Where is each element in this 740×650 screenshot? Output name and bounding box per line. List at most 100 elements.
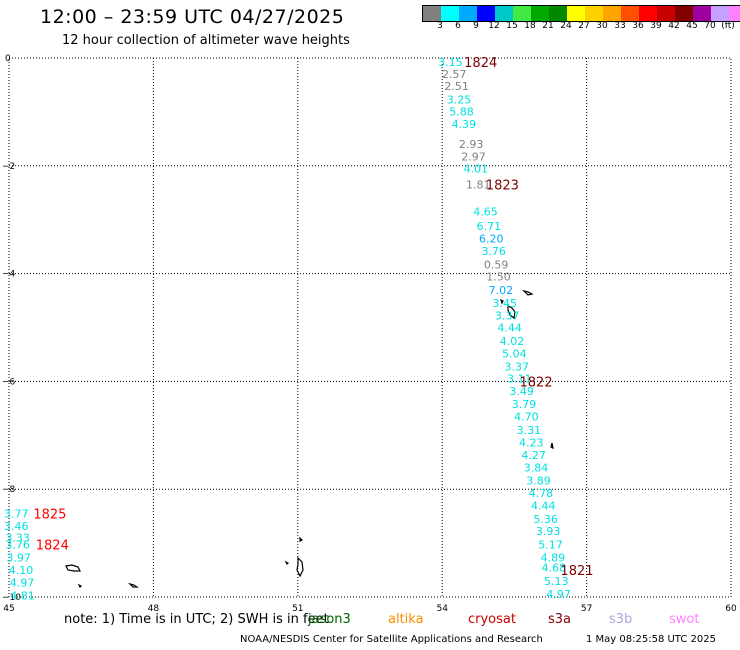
wave-height-label: 3.46 [4, 520, 29, 533]
x-tick-label: 57 [581, 604, 592, 614]
x-tick-label: 45 [3, 604, 14, 614]
wave-height-label: 3.97 [6, 552, 31, 565]
chart-subtitle: 12 hour collection of altimeter wave hei… [62, 33, 350, 48]
axis-ticks: 45 48 51 54 57 60 0 −2 −4 −6 −8 −10 [2, 54, 737, 614]
island-outlines [65, 289, 554, 589]
y-tick-label: −10 [2, 593, 21, 603]
wave-height-label: 4.70 [514, 410, 539, 423]
island-outline [128, 582, 139, 588]
legend-swatch [585, 6, 603, 21]
wave-height-label: 5.13 [544, 575, 569, 588]
wave-height-label: 3.11 [507, 373, 532, 386]
y-tick-label: −8 [2, 485, 16, 495]
legend-swatch [495, 6, 513, 21]
wave-height-label: 1.81 [466, 179, 491, 192]
x-tick-label: 51 [292, 604, 303, 614]
island-outline [550, 442, 554, 450]
wave-height-label: 7.02 [489, 284, 514, 297]
wave-height-label: 3.76 [481, 245, 506, 258]
island-outline [499, 298, 504, 305]
wave-height-label: 3.93 [536, 525, 561, 538]
legend-swatch [423, 6, 441, 21]
legend-label: 15 [506, 21, 518, 31]
y-tick-label: −2 [2, 162, 15, 172]
legend-swatch [657, 6, 675, 21]
wave-height-label: 4.68 [542, 561, 567, 574]
island-outline [284, 560, 290, 566]
wave-height-label: 4.39 [452, 118, 477, 131]
wave-height-label: 3.49 [509, 385, 534, 398]
credit-line: NOAA/NESDIS Center for Satellite Applica… [240, 634, 543, 645]
wave-height-label: 4.10 [9, 564, 34, 577]
island-outline [77, 583, 83, 589]
legend-label: 21 [542, 21, 554, 31]
wave-height-label: 2.97 [461, 151, 486, 164]
island-outline [299, 536, 304, 542]
chart-title: 12:00 – 23:59 UTC 04/27/2025 [40, 6, 345, 28]
satellite-jason3: jason3 [308, 612, 351, 627]
y-tick-label: 0 [5, 54, 11, 64]
wave-height-label: 5.04 [502, 347, 527, 360]
satellite-s3b: s3b [609, 612, 633, 627]
wave-height-label: 4.97 [546, 588, 571, 601]
wave-height-label: 4.02 [500, 335, 525, 348]
wave-height-label: 6.20 [479, 233, 504, 246]
wave-height-label: 3.76 [5, 539, 30, 552]
x-tick-label: 60 [725, 604, 737, 614]
legend-label: 70 [704, 21, 716, 31]
legend-swatch [459, 6, 477, 21]
pass-number-label: 1824 [36, 539, 69, 554]
wave-height-label: 5.36 [533, 513, 558, 526]
wave-height-label: 3.25 [447, 94, 472, 107]
legend-label: 27 [578, 21, 590, 31]
color-legend-labels: 3 6 9 12 15 18 21 24 27 30 33 36 39 42 45 70 (ft) [422, 21, 740, 33]
color-legend [422, 5, 740, 22]
legend-swatch [549, 6, 567, 21]
x-tick-label: 54 [436, 604, 448, 614]
legend-swatch [729, 6, 740, 21]
legend-label: 42 [668, 21, 680, 31]
wave-height-label: 6.71 [477, 220, 502, 233]
legend-swatch [675, 6, 693, 21]
legend-label: 9 [473, 21, 479, 31]
wave-height-label: 4.81 [10, 589, 35, 602]
legend-label: 3 [437, 21, 443, 31]
wave-height-label: 5.17 [538, 539, 563, 552]
pass-number-label: 1821 [560, 564, 593, 579]
wave-height-label: 3.79 [512, 398, 537, 411]
wave-height-label: 3.37 [505, 360, 530, 373]
island-outline [296, 556, 304, 578]
legend-swatch [711, 6, 729, 21]
wave-height-label: 3.84 [524, 462, 549, 475]
y-tick-label: −6 [2, 377, 16, 387]
x-tick-label: 48 [148, 604, 160, 614]
wave-height-label: 5.88 [449, 105, 474, 118]
wave-height-label: 4.97 [10, 576, 35, 589]
legend-label: 6 [455, 21, 461, 31]
legend-swatch [567, 6, 585, 21]
y-tick-label: −4 [2, 270, 16, 280]
legend-swatch [531, 6, 549, 21]
pass-number-label: 1825 [33, 507, 66, 522]
legend-swatch [477, 6, 495, 21]
wave-height-label: 3.15 [438, 56, 463, 69]
wave-height-label: 3.37 [495, 310, 520, 323]
island-outline [65, 564, 81, 572]
wave-height-label: 4.65 [473, 206, 498, 219]
satellite-s3a: s3a [548, 612, 572, 627]
wave-height-label: 3.31 [517, 424, 542, 437]
legend-swatch [621, 6, 639, 21]
map-frame [8, 57, 732, 598]
legend-label: 45 [686, 21, 698, 31]
wave-height-label: 4.44 [531, 499, 556, 512]
wave-height-label: 4.89 [541, 552, 566, 565]
legend-swatch [603, 6, 621, 21]
island-outline [522, 289, 534, 296]
wave-height-label: 4.78 [529, 487, 554, 500]
satellite-swot: swot [669, 612, 700, 627]
legend-swatch [441, 6, 459, 21]
legend-label: 24 [560, 21, 572, 31]
wave-height-label: 4.27 [521, 449, 546, 462]
legend-swatch [513, 6, 531, 21]
